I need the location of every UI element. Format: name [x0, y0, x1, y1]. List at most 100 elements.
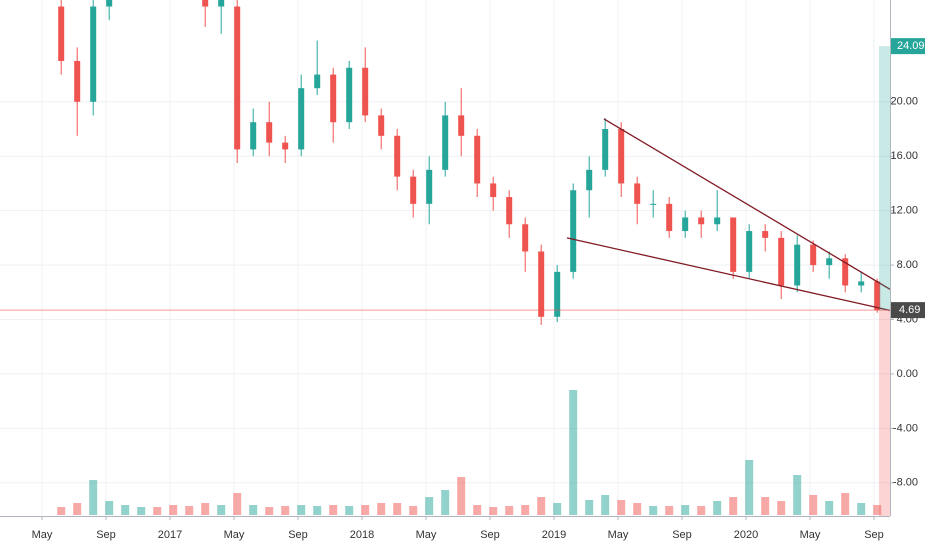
candle-body	[298, 88, 305, 150]
candle-body	[330, 74, 337, 123]
candle-body	[586, 169, 593, 191]
last-price-box	[891, 302, 925, 319]
volume-bar	[537, 497, 546, 515]
volume-bar	[857, 503, 866, 515]
trendline	[603, 118, 890, 290]
volume-bar	[89, 480, 98, 515]
candle-body	[538, 251, 545, 317]
x-tick-label: May	[608, 529, 629, 541]
volume-bar	[265, 507, 274, 515]
x-tick-label: May	[32, 529, 53, 541]
volume-bar	[873, 505, 882, 515]
volume-bar	[201, 503, 210, 515]
candle-body	[410, 176, 417, 204]
candle-body	[618, 129, 625, 184]
range-down	[879, 310, 890, 516]
candle-body	[682, 217, 689, 232]
candle-body	[282, 142, 289, 150]
candle-body	[794, 244, 801, 286]
candle-body	[714, 217, 721, 225]
candle-body	[90, 6, 97, 102]
volume-bar	[329, 505, 338, 515]
volume-bar	[313, 506, 322, 515]
y-tick-label: 0.00	[897, 368, 918, 380]
volume-bar	[73, 503, 82, 515]
x-tick-label: May	[416, 529, 437, 541]
candle-body	[458, 115, 465, 136]
x-tick-label: 2017	[158, 529, 182, 541]
volume-bar	[761, 497, 770, 515]
volume-bar	[713, 501, 722, 515]
volume-bar	[153, 507, 162, 515]
volume-bar	[425, 497, 434, 515]
y-tick-label: 8.00	[897, 259, 918, 271]
volume-bar	[249, 505, 258, 515]
x-tick-label: 2019	[542, 529, 566, 541]
volume-bar	[697, 506, 706, 515]
axis-layer: 20.0016.0012.008.004.000.00-4.00-8.00May…	[32, 38, 925, 541]
volume-bar	[185, 506, 194, 515]
volume-bar	[393, 503, 402, 515]
candle-body	[474, 135, 481, 184]
candle-body	[746, 231, 753, 272]
y-tick-label: 16.00	[890, 150, 918, 162]
candle-body	[106, 0, 113, 7]
candle-body	[506, 197, 513, 225]
x-tick-label: May	[224, 529, 245, 541]
volume-bar	[841, 493, 850, 515]
candle-body	[490, 183, 497, 198]
volume-bar	[777, 501, 786, 515]
y-tick-label: -8.00	[893, 477, 918, 489]
volume-bar	[441, 490, 450, 515]
volume-bar	[601, 495, 610, 515]
candle-body	[730, 217, 737, 272]
candle-layer	[58, 0, 881, 325]
volume-bar	[121, 505, 130, 515]
volume-bar	[729, 497, 738, 515]
range-high-label: 24.09	[897, 40, 925, 52]
volume-bar	[521, 505, 530, 515]
candle-body	[698, 217, 705, 225]
volume-bar	[137, 507, 146, 515]
volume-bar	[473, 505, 482, 515]
x-tick-label: 2020	[734, 529, 758, 541]
candle-body	[666, 203, 673, 232]
candle-body	[650, 203, 657, 205]
volume-bar	[105, 501, 114, 515]
volume-bar	[825, 501, 834, 515]
volume-bar	[569, 390, 578, 515]
candle-body	[250, 122, 257, 150]
candle-body	[218, 0, 225, 7]
volume-bar	[57, 507, 66, 515]
candle-body	[522, 224, 529, 252]
x-tick-label: Sep	[672, 529, 692, 541]
volume-bar	[633, 503, 642, 515]
x-tick-label: May	[800, 529, 821, 541]
x-tick-label: 2018	[350, 529, 374, 541]
volume-bar	[665, 506, 674, 515]
volume-layer	[57, 390, 882, 515]
candle-body	[874, 281, 881, 311]
candle-body	[762, 231, 769, 238]
x-tick-label: Sep	[864, 529, 884, 541]
grid	[0, 0, 890, 516]
volume-bar	[505, 506, 514, 515]
volume-bar	[345, 506, 354, 515]
candle-body	[842, 258, 849, 286]
volume-bar	[793, 475, 802, 515]
volume-bar	[233, 493, 242, 515]
candle-body	[442, 115, 449, 170]
volume-bar	[649, 506, 658, 515]
volume-bar	[169, 505, 178, 515]
candle-body	[634, 183, 641, 204]
volume-bar	[585, 500, 594, 515]
candle-body	[602, 129, 609, 170]
y-tick-label: -4.00	[893, 422, 918, 434]
candle-body	[826, 258, 833, 266]
volume-bar	[361, 505, 370, 515]
candle-body	[378, 115, 385, 136]
candle-body	[554, 271, 561, 317]
candle-body	[570, 190, 577, 272]
candle-body	[778, 237, 785, 286]
